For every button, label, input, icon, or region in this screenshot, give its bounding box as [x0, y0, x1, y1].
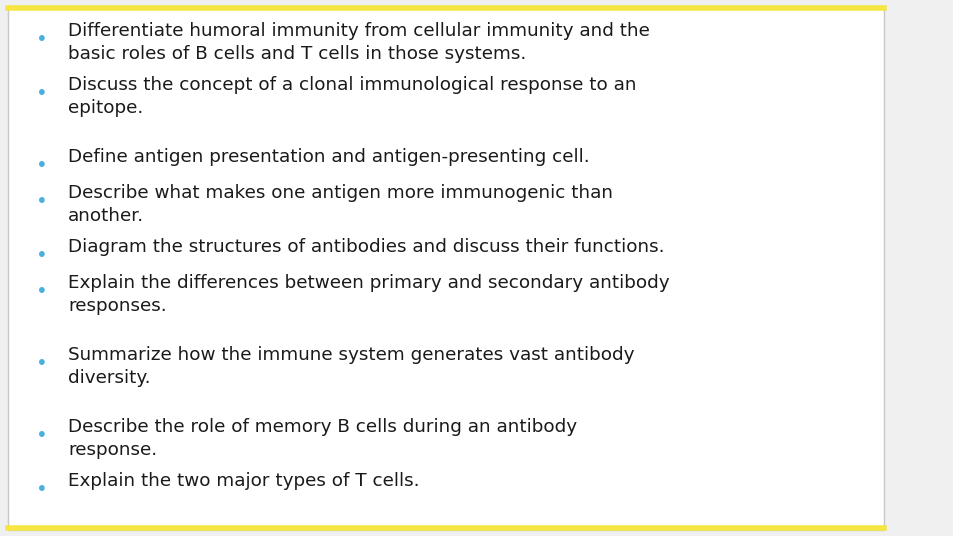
Text: Describe what makes one antigen more immunogenic than
another.: Describe what makes one antigen more imm…	[68, 184, 613, 225]
Text: Diagram the structures of antibodies and discuss their functions.: Diagram the structures of antibodies and…	[68, 238, 664, 256]
Text: Differentiate humoral immunity from cellular immunity and the
basic roles of B c: Differentiate humoral immunity from cell…	[68, 22, 649, 63]
Text: •: •	[36, 354, 48, 373]
Text: •: •	[36, 282, 48, 301]
Text: •: •	[36, 84, 48, 103]
Text: •: •	[36, 192, 48, 211]
Text: Discuss the concept of a clonal immunological response to an
epitope.: Discuss the concept of a clonal immunolo…	[68, 76, 636, 117]
Text: Describe the role of memory B cells during an antibody
response.: Describe the role of memory B cells duri…	[68, 418, 577, 459]
Text: •: •	[36, 30, 48, 49]
Text: Explain the two major types of T cells.: Explain the two major types of T cells.	[68, 472, 419, 490]
Text: Explain the differences between primary and secondary antibody
responses.: Explain the differences between primary …	[68, 274, 669, 315]
Text: •: •	[36, 156, 48, 175]
Text: Summarize how the immune system generates vast antibody
diversity.: Summarize how the immune system generate…	[68, 346, 634, 388]
Text: Define antigen presentation and antigen-presenting cell.: Define antigen presentation and antigen-…	[68, 148, 589, 166]
Text: •: •	[36, 480, 48, 499]
FancyBboxPatch shape	[8, 6, 883, 530]
Text: •: •	[36, 426, 48, 445]
Text: •: •	[36, 246, 48, 265]
